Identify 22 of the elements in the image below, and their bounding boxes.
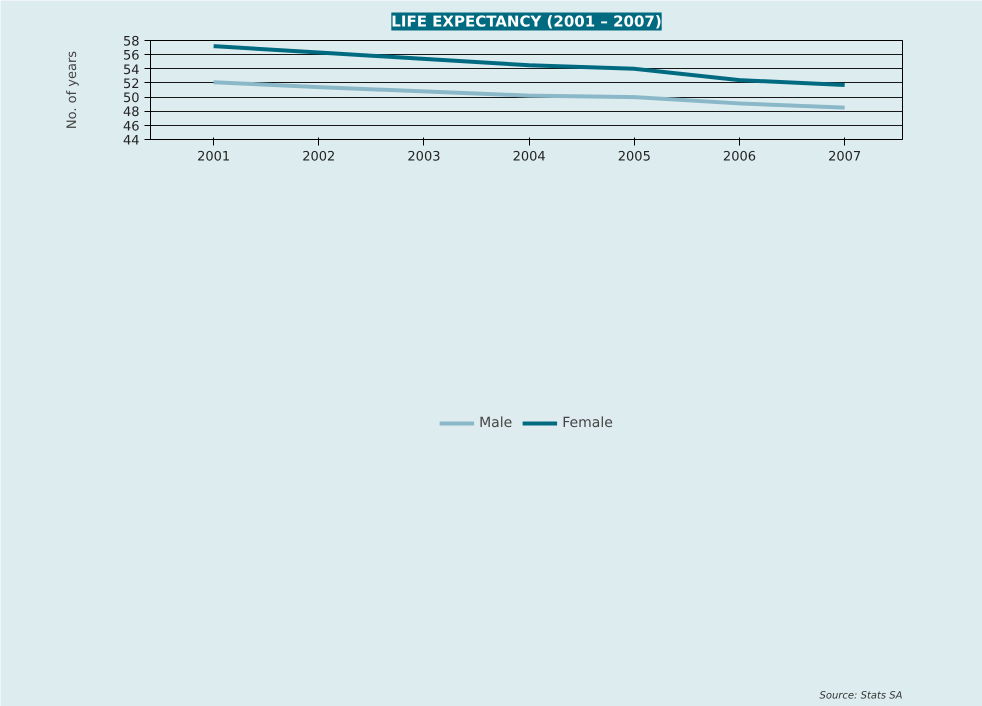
y-tick-label: 48: [122, 105, 140, 120]
y-tick-label: 58: [122, 34, 140, 50]
y-tick-label: 46: [122, 119, 140, 134]
legend-label: Female: [562, 414, 613, 431]
y-tick-label: 52: [122, 76, 140, 92]
x-tick-label: 2005: [618, 150, 651, 164]
line-series: [212, 44, 847, 88]
y-tick-label: 56: [122, 48, 140, 64]
x-tick-label: 2002: [302, 150, 336, 164]
x-tick-label: 2003: [407, 150, 441, 164]
y-tick-label: 50: [122, 91, 140, 106]
y-tick-label: 44: [122, 134, 140, 148]
y-tick-label: 54: [122, 62, 140, 78]
source-note: Source: Stats SA: [819, 690, 903, 702]
x-tick-label: 2007: [828, 150, 862, 164]
x-tick-label: 2001: [197, 150, 230, 164]
x-tick-label: 2006: [722, 150, 756, 164]
line-series: [212, 80, 847, 110]
legend-label: Male: [479, 414, 512, 431]
y-axis-title: No. of years: [64, 50, 80, 130]
chart-title: LIFE EXPECTANCY (2001 – 2007): [391, 12, 662, 30]
x-tick-label: 2004: [512, 150, 546, 164]
